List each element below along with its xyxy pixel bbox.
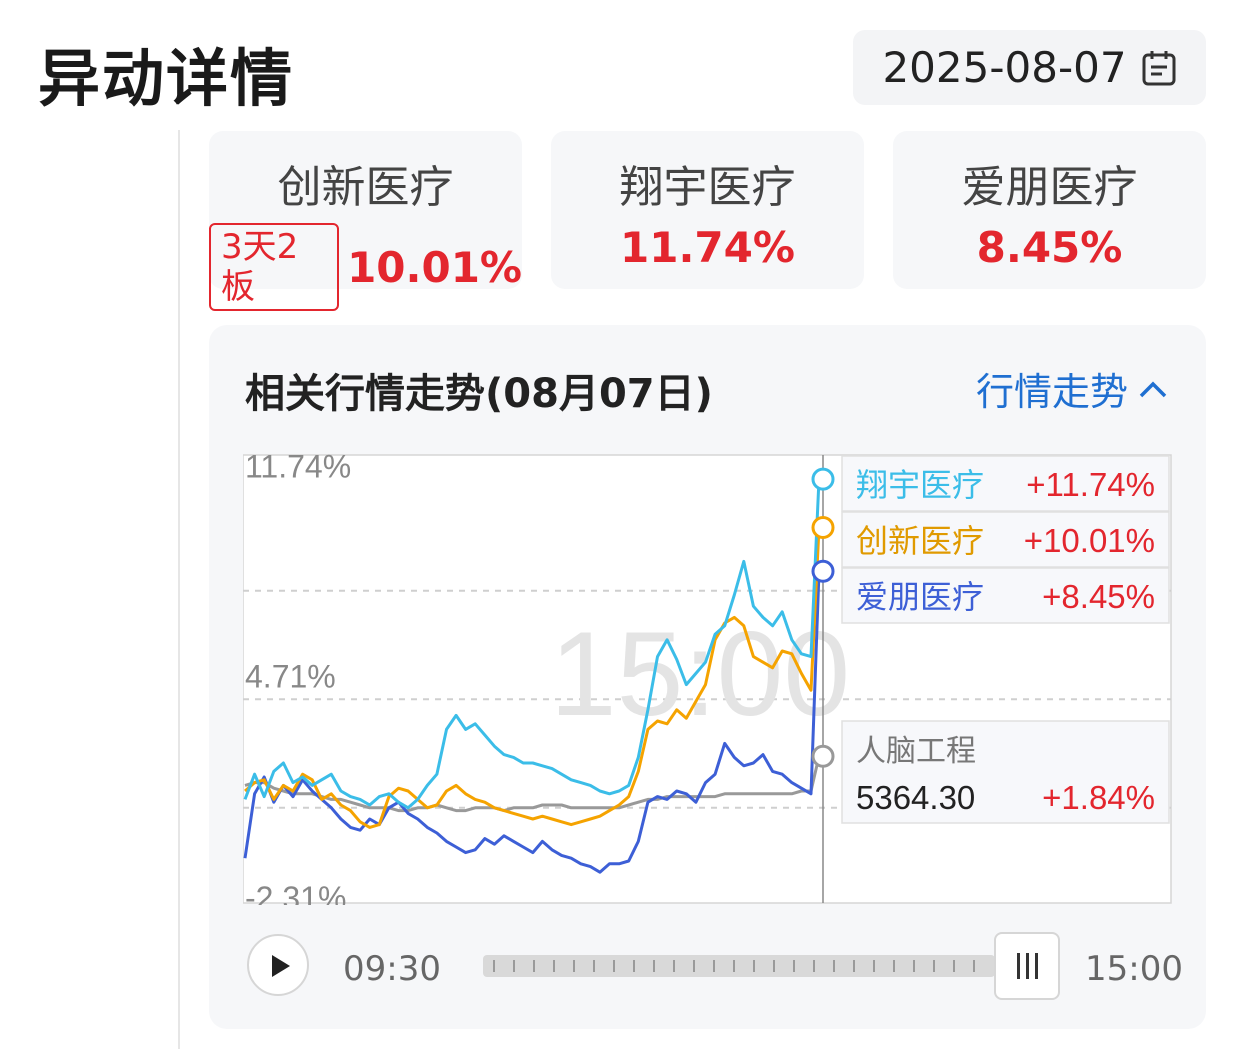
y-tick-label: 4.71% <box>245 658 336 694</box>
slider-tick <box>733 960 735 972</box>
chevron-up-icon <box>1139 381 1167 397</box>
date-value: 2025-08-07 <box>882 43 1127 92</box>
time-start: 09:30 <box>343 949 441 989</box>
panel-title: 相关行情走势(08月07日) <box>245 371 713 417</box>
slider-tick <box>533 960 535 972</box>
y-tick-label: 11.74% <box>245 449 351 485</box>
slider-tick <box>933 960 935 972</box>
series-line <box>243 479 821 810</box>
slider-tick <box>873 960 875 972</box>
page-title: 异动详情 <box>38 42 295 115</box>
legend-name: 爱朋医疗 <box>856 578 984 616</box>
stock-name: 创新医疗 <box>277 162 454 213</box>
slider-tick <box>913 960 915 972</box>
slider-tick <box>693 960 695 972</box>
legend-value: +10.01% <box>1024 522 1155 559</box>
slider-tick <box>653 960 655 972</box>
stock-card-aipeng[interactable]: 爱朋医疗 8.45% <box>893 131 1206 289</box>
trend-toggle-button[interactable]: 行情走势 <box>976 361 1168 416</box>
legend-value: +8.45% <box>1042 578 1155 615</box>
legend-item <box>841 455 1170 512</box>
legend-name: 创新医疗 <box>856 522 984 560</box>
series-end-marker <box>811 744 835 768</box>
slider-tick <box>793 960 795 972</box>
legend-value: +11.74% <box>1026 466 1155 503</box>
legend-name: 翔宇医疗 <box>856 466 984 504</box>
series-end-marker <box>811 516 835 539</box>
legend-item <box>841 567 1170 624</box>
y-tick-label: -2.31% <box>245 880 346 905</box>
stock-change: 8.45% <box>976 223 1123 272</box>
stock-change: 11.74% <box>620 223 795 272</box>
index-legend-box <box>841 720 1170 824</box>
series-line <box>243 571 821 874</box>
slider-tick <box>573 960 575 972</box>
legend-item <box>841 511 1170 568</box>
index-change: +1.84% <box>1042 779 1155 816</box>
trend-panel: 相关行情走势(08月07日) 行情走势 15:00 11.74% 4.71% -2.3… <box>209 325 1206 1029</box>
play-icon <box>272 955 290 977</box>
stock-card-chuangxin[interactable]: 创新医疗 3天2板 10.01% <box>209 131 522 311</box>
slider-tick <box>813 960 815 972</box>
time-end: 15:00 <box>1085 949 1183 989</box>
slider-tick <box>613 960 615 972</box>
play-button[interactable] <box>247 934 309 996</box>
slider-tick <box>853 960 855 972</box>
toggle-label: 行情走势 <box>975 370 1128 414</box>
slider-tick <box>833 960 835 972</box>
time-slider-track[interactable] <box>483 955 995 977</box>
slider-tick <box>513 960 515 972</box>
slider-tick <box>753 960 755 972</box>
stock-name: 翔宇医疗 <box>619 162 796 213</box>
slider-tick <box>673 960 675 972</box>
slider-tick <box>593 960 595 972</box>
slider-tick <box>713 960 715 972</box>
chart-watermark: 15:00 <box>550 607 850 741</box>
slider-tick <box>553 960 555 972</box>
slider-tick <box>893 960 895 972</box>
date-picker[interactable]: 2025-08-07 <box>853 30 1206 105</box>
slider-tick <box>633 960 635 972</box>
slider-tick <box>773 960 775 972</box>
series-end-marker <box>811 559 835 583</box>
stock-change: 10.01% <box>347 242 522 292</box>
stock-card-xiangyu[interactable]: 翔宇医疗 11.74% <box>551 131 864 289</box>
slider-tick <box>493 960 495 972</box>
index-price: 5364.30 <box>856 779 975 816</box>
stock-name: 爱朋医疗 <box>961 162 1138 213</box>
calendar-icon <box>1141 49 1177 87</box>
limit-badge: 3天2板 <box>209 223 340 311</box>
series-end-marker <box>811 467 835 491</box>
slider-tick <box>953 960 955 972</box>
timeline-line <box>178 130 180 1049</box>
time-slider-handle[interactable] <box>994 932 1060 1000</box>
index-name: 人脑工程 <box>856 734 976 769</box>
series-line <box>244 755 821 813</box>
slider-tick <box>973 960 975 972</box>
trend-chart: 15:00 11.74% 4.71% -2.31% 翔宇医疗 +11.74% 创新医疗 +10… <box>242 449 1172 916</box>
